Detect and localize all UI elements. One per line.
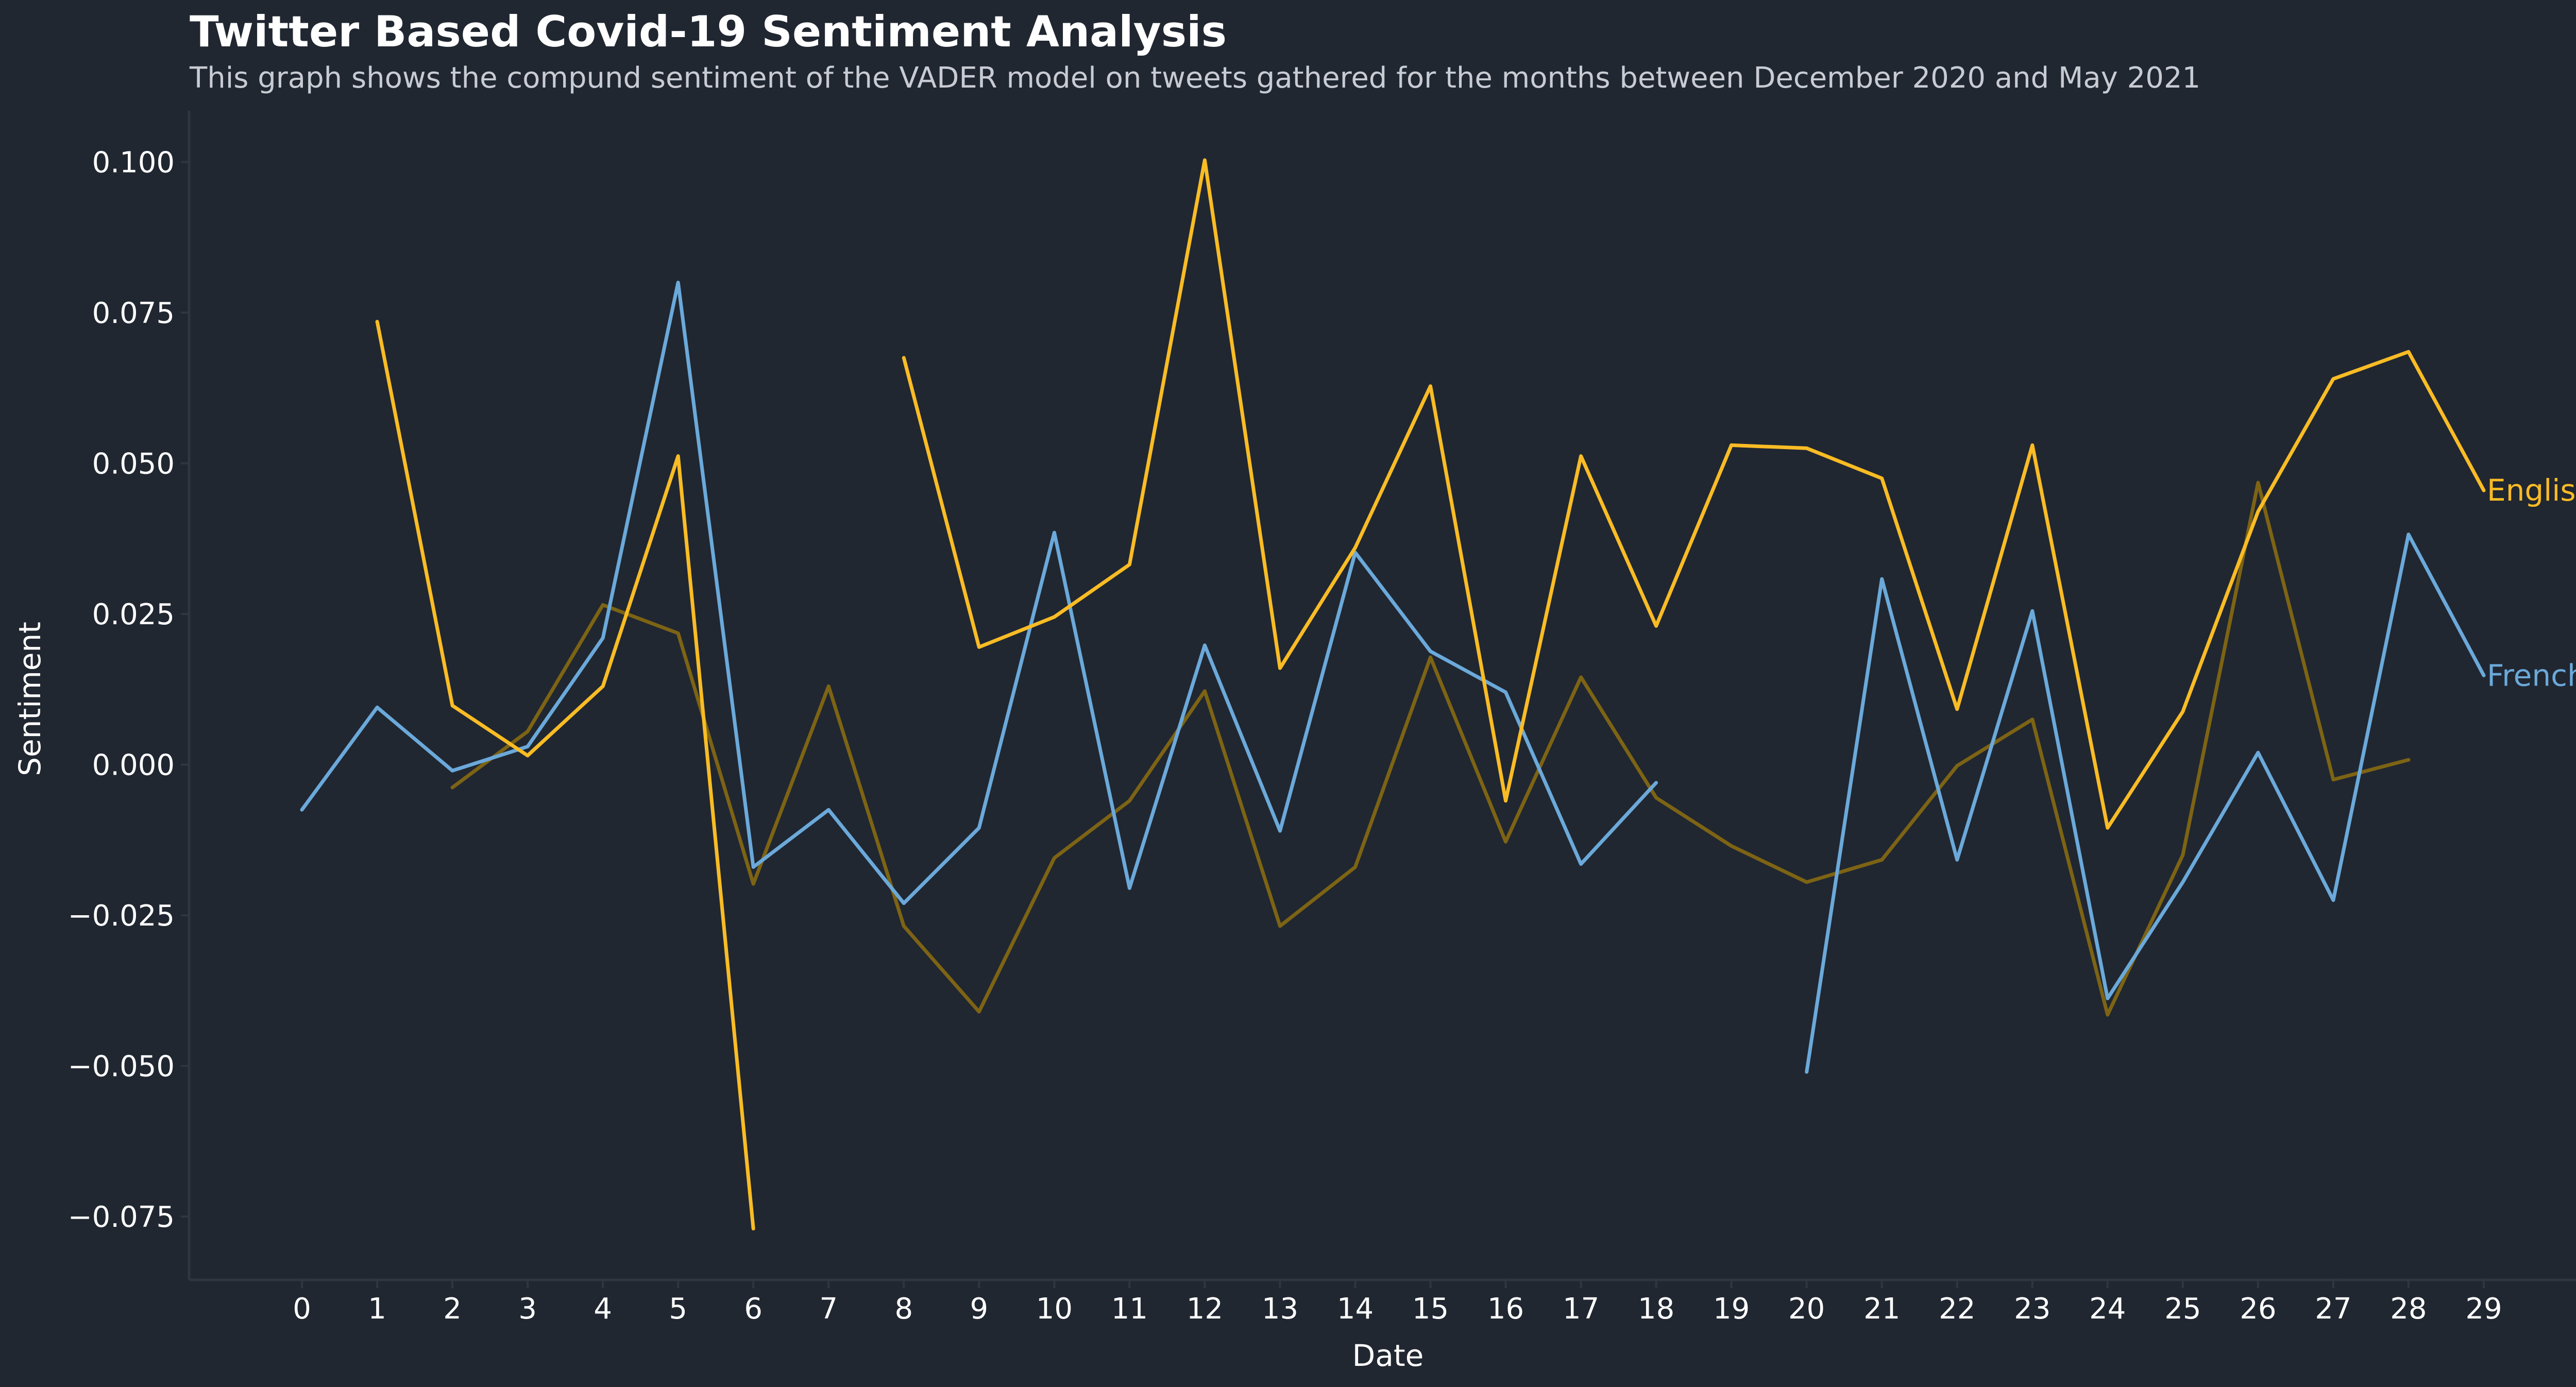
- x-tick-label: 19: [1713, 1292, 1750, 1326]
- x-tick-label: 6: [744, 1292, 762, 1326]
- x-tick-label: 17: [1563, 1292, 1599, 1326]
- x-tick-label: 27: [2315, 1292, 2351, 1326]
- x-tick-label: 8: [894, 1292, 913, 1326]
- series-line-english: [375, 158, 2486, 1230]
- x-tick-label: 14: [1337, 1292, 1374, 1326]
- series-labels: French English: [2487, 473, 2576, 693]
- x-tick-label: 23: [2014, 1292, 2050, 1326]
- x-tick-label: 26: [2240, 1292, 2276, 1326]
- x-tick-label: 7: [819, 1292, 838, 1326]
- y-tick-label: 0.000: [92, 749, 175, 782]
- x-tick-label: 25: [2164, 1292, 2201, 1326]
- x-tick-label: 22: [1939, 1292, 1975, 1326]
- x-tick-label: 5: [669, 1292, 687, 1326]
- x-tick-label: 2: [443, 1292, 462, 1326]
- chart-subtitle: This graph shows the compund sentiment o…: [189, 61, 2200, 95]
- series-label-english: English: [2487, 473, 2576, 508]
- x-axis-ticks: 0 1 2 3 4 5 6 7 8 9 10 11 12 13 14 15 16 17 18 19 20 21 22 23 24…: [293, 1280, 2502, 1326]
- x-tick-label: 21: [1863, 1292, 1900, 1326]
- x-tick-label: 24: [2089, 1292, 2126, 1326]
- y-tick-label: 0.025: [92, 598, 175, 631]
- x-tick-label: 1: [368, 1292, 386, 1326]
- x-axis-label: Date: [1352, 1338, 1424, 1373]
- x-tick-label: 13: [1262, 1292, 1298, 1326]
- x-tick-label: 4: [594, 1292, 612, 1326]
- x-tick-label: 0: [293, 1292, 311, 1326]
- x-tick-label: 28: [2390, 1292, 2427, 1326]
- chart-title: Twitter Based Covid-19 Sentiment Analysi…: [190, 7, 1227, 57]
- y-axis-ticks: 0.100 0.075 0.050 0.025 0.000 −0.025 −0.050 −0.…: [68, 146, 189, 1234]
- x-tick-label: 16: [1487, 1292, 1524, 1326]
- x-tick-label: 29: [2465, 1292, 2502, 1326]
- series-line-dim: [450, 481, 2411, 1017]
- x-tick-label: 15: [1412, 1292, 1449, 1326]
- y-tick-label: −0.075: [68, 1201, 175, 1234]
- x-tick-label: 9: [970, 1292, 989, 1326]
- x-tick-label: 20: [1788, 1292, 1825, 1326]
- series-label-french: French: [2487, 658, 2576, 693]
- x-tick-label: 10: [1036, 1292, 1073, 1326]
- y-tick-label: −0.050: [68, 1050, 175, 1084]
- y-tick-label: −0.025: [68, 899, 175, 933]
- series-line-french: [300, 281, 2486, 1074]
- x-tick-label: 11: [1111, 1292, 1148, 1326]
- x-tick-label: 12: [1187, 1292, 1223, 1326]
- series-lines: [300, 158, 2486, 1230]
- x-tick-label: 18: [1638, 1292, 1674, 1326]
- y-axis-label: Sentiment: [12, 622, 47, 776]
- y-tick-label: 0.075: [92, 297, 175, 330]
- y-tick-label: 0.100: [92, 146, 175, 179]
- x-tick-label: 3: [518, 1292, 537, 1326]
- y-tick-label: 0.050: [92, 448, 175, 481]
